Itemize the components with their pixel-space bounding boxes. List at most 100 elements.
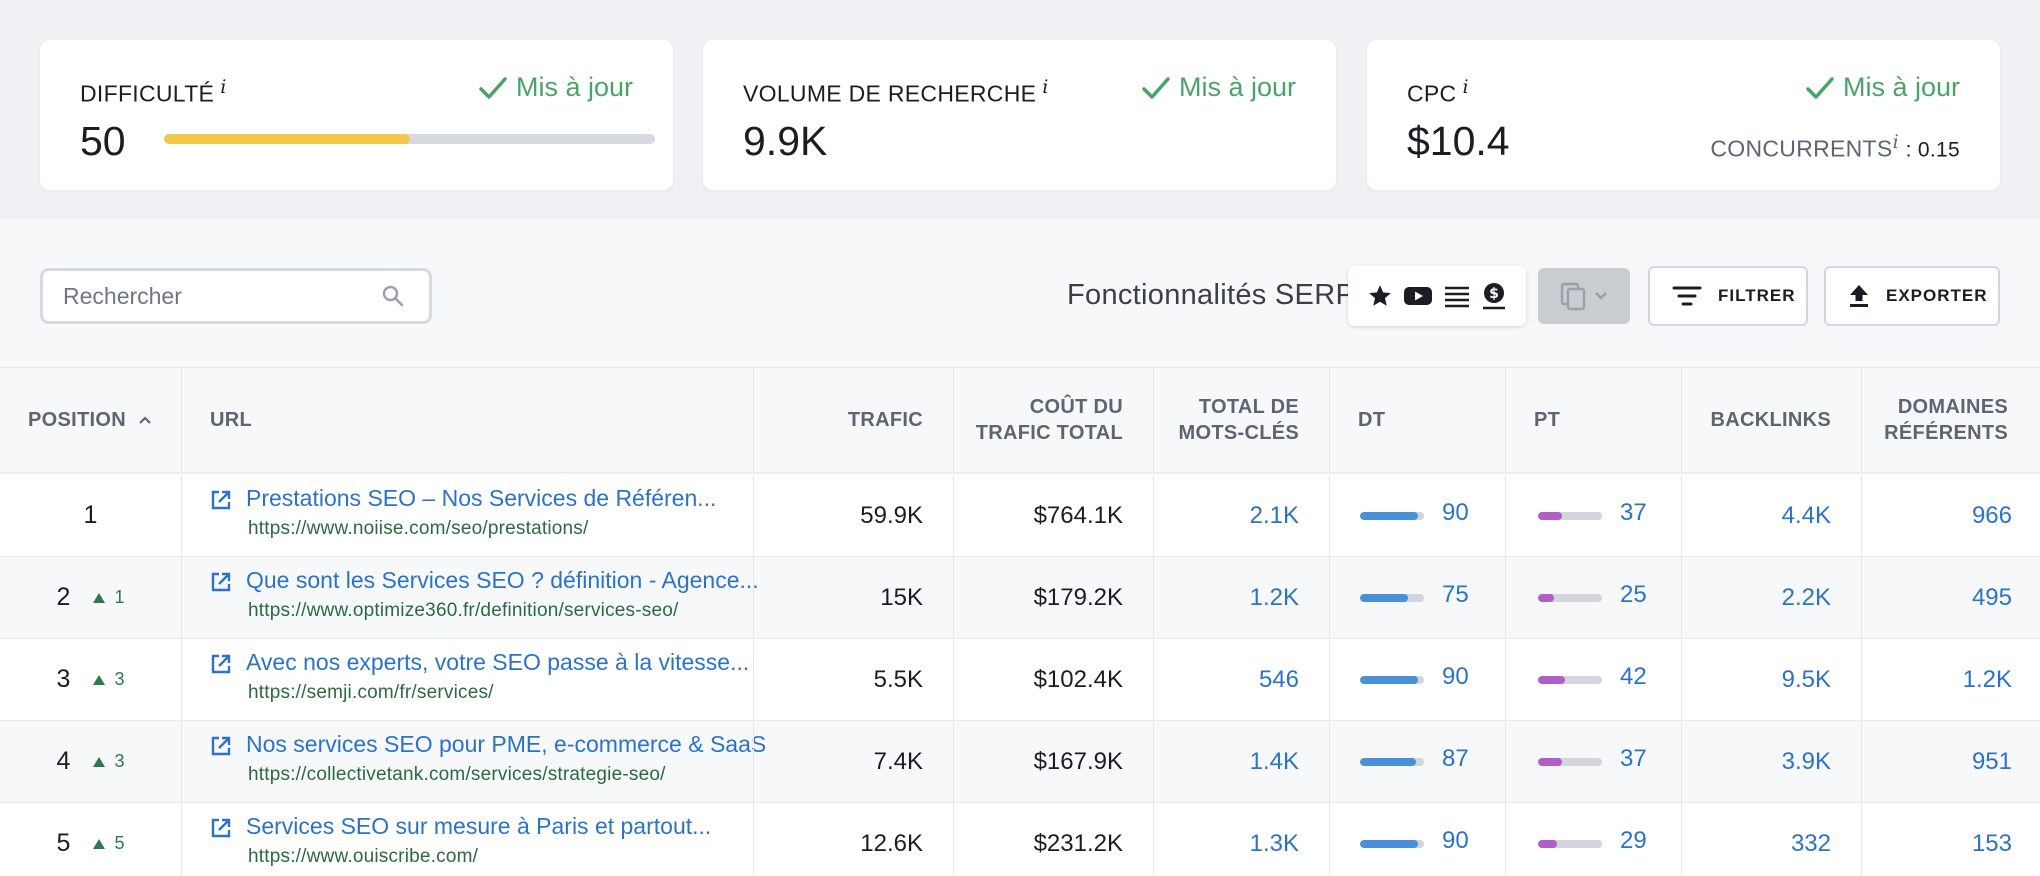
position-value: 2 xyxy=(56,583,71,611)
external-link-icon[interactable] xyxy=(210,817,232,839)
triangle-up-icon xyxy=(93,756,106,767)
cpc-card: CPC i Mis à jour $10.4 CONCURRENTSi : 0.1… xyxy=(1367,40,2000,190)
svg-text:$: $ xyxy=(1489,286,1499,302)
difficulty-card: DIFFICULTÉ i Mis à jour 50 xyxy=(40,40,673,190)
cpc-label: CPC i xyxy=(1407,76,1469,107)
result-title-link[interactable]: Que sont les Services SEO ? définition -… xyxy=(246,567,759,593)
result-url[interactable]: https://www.ouiscribe.com/ xyxy=(248,846,479,867)
serp-features-selector[interactable]: $ xyxy=(1348,266,1526,326)
backlinks-cell[interactable]: 332 xyxy=(1681,803,1861,876)
external-link-icon[interactable] xyxy=(210,735,232,757)
keywords-cell[interactable]: 1.3K xyxy=(1153,803,1329,876)
pt-cell: 37 xyxy=(1505,475,1681,556)
column-header-keywords[interactable]: TOTAL DE MOTS-CLÉS xyxy=(1153,368,1329,472)
result-title-link[interactable]: Services SEO sur mesure à Paris et parto… xyxy=(246,813,712,839)
upload-icon xyxy=(1850,285,1868,307)
position-value: 3 xyxy=(56,665,71,693)
dt-value[interactable]: 87 xyxy=(1442,745,1469,772)
column-header-referring-domains[interactable]: DOMAINES RÉFÉRENTS xyxy=(1861,368,2040,472)
result-url[interactable]: https://collectivetank.com/services/stra… xyxy=(248,764,666,785)
keywords-cell[interactable]: 1.2K xyxy=(1153,557,1329,638)
result-title-link[interactable]: Prestations SEO – Nos Services de Référe… xyxy=(246,485,717,511)
keywords-cell[interactable]: 2.1K xyxy=(1153,475,1329,556)
pt-value[interactable]: 37 xyxy=(1620,499,1647,526)
position-value: 1 xyxy=(83,501,98,529)
triangle-up-icon xyxy=(93,838,106,849)
updated-status: Mis à jour xyxy=(478,72,633,103)
referring-domains-cell[interactable]: 966 xyxy=(1861,475,2040,556)
column-header-url[interactable]: URL xyxy=(181,368,753,472)
keywords-cell[interactable]: 546 xyxy=(1153,639,1329,720)
search-field[interactable] xyxy=(40,268,432,324)
referring-domains-cell[interactable]: 1.2K xyxy=(1861,639,2040,720)
traffic-cell: 7.4K xyxy=(753,721,953,802)
backlinks-cell[interactable]: 3.9K xyxy=(1681,721,1861,802)
dollar-icon: $ xyxy=(1483,283,1505,310)
pt-cell: 29 xyxy=(1505,803,1681,876)
copy-icon xyxy=(1560,282,1586,311)
column-header-pt[interactable]: PT xyxy=(1505,368,1681,472)
dt-value[interactable]: 90 xyxy=(1442,663,1469,690)
info-icon[interactable]: i xyxy=(1042,76,1049,98)
updated-status: Mis à jour xyxy=(1141,72,1296,103)
backlinks-cell[interactable]: 4.4K xyxy=(1681,475,1861,556)
info-icon[interactable]: i xyxy=(220,76,227,98)
traffic-cell: 12.6K xyxy=(753,803,953,876)
traffic-cell: 59.9K xyxy=(753,475,953,556)
copy-dropdown-button[interactable] xyxy=(1538,268,1630,324)
dt-value[interactable]: 90 xyxy=(1442,827,1469,854)
result-url[interactable]: https://www.optimize360.fr/definition/se… xyxy=(248,600,679,621)
column-header-backlinks[interactable]: BACKLINKS xyxy=(1681,368,1861,472)
backlinks-cell[interactable]: 2.2K xyxy=(1681,557,1861,638)
pt-cell: 25 xyxy=(1505,557,1681,638)
cpc-value: $10.4 xyxy=(1407,118,1510,164)
pt-value[interactable]: 25 xyxy=(1620,581,1647,608)
referring-domains-cell[interactable]: 951 xyxy=(1861,721,2040,802)
column-header-position[interactable]: POSITION xyxy=(0,368,181,472)
search-icon[interactable] xyxy=(381,284,405,308)
url-cell: Prestations SEO – Nos Services de Référe… xyxy=(181,475,753,556)
external-link-icon[interactable] xyxy=(210,653,232,675)
traffic-cell: 5.5K xyxy=(753,639,953,720)
info-icon[interactable]: i xyxy=(1462,76,1469,98)
dt-value[interactable]: 90 xyxy=(1442,499,1469,526)
keywords-cell[interactable]: 1.4K xyxy=(1153,721,1329,802)
position-change: 3 xyxy=(92,669,124,690)
dt-value[interactable]: 75 xyxy=(1442,581,1469,608)
info-icon[interactable]: i xyxy=(1892,131,1899,153)
dt-cell: 90 xyxy=(1329,803,1505,876)
result-title-link[interactable]: Avec nos experts, votre SEO passe à la v… xyxy=(246,649,750,675)
position-value: 4 xyxy=(56,747,71,775)
sort-ascending-icon[interactable] xyxy=(138,415,152,425)
export-button[interactable]: EXPORTER xyxy=(1824,266,2000,326)
table-row: 1 Prestations SEO – Nos Services de Réfé… xyxy=(0,475,2040,557)
youtube-icon xyxy=(1404,287,1432,305)
external-link-icon[interactable] xyxy=(210,571,232,593)
triangle-up-icon xyxy=(93,592,106,603)
search-volume-card: VOLUME DE RECHERCHE i Mis à jour 9.9K xyxy=(703,40,1336,190)
pt-value[interactable]: 37 xyxy=(1620,745,1647,772)
pt-value[interactable]: 29 xyxy=(1620,827,1647,854)
result-url[interactable]: https://www.noiise.com/seo/prestations/ xyxy=(248,518,589,539)
search-input[interactable] xyxy=(63,271,363,321)
external-link-icon[interactable] xyxy=(210,489,232,511)
column-header-traffic-cost[interactable]: COÛT DU TRAFIC TOTAL xyxy=(953,368,1153,472)
position-change: 1 xyxy=(92,587,124,608)
referring-domains-cell[interactable]: 495 xyxy=(1861,557,2040,638)
filter-button[interactable]: FILTRER xyxy=(1648,266,1808,326)
pt-value[interactable]: 42 xyxy=(1620,663,1647,690)
backlinks-cell[interactable]: 9.5K xyxy=(1681,639,1861,720)
dt-cell: 75 xyxy=(1329,557,1505,638)
referring-domains-cell[interactable]: 153 xyxy=(1861,803,2040,876)
traffic-cell: 15K xyxy=(753,557,953,638)
dt-bar xyxy=(1360,676,1424,684)
column-header-traffic[interactable]: TRAFIC xyxy=(753,368,953,472)
pt-bar xyxy=(1538,758,1602,766)
dt-bar xyxy=(1360,594,1424,602)
column-header-dt[interactable]: DT xyxy=(1329,368,1505,472)
result-url[interactable]: https://semji.com/fr/services/ xyxy=(248,682,494,703)
result-title-link[interactable]: Nos services SEO pour PME, e-commerce & … xyxy=(246,731,767,757)
